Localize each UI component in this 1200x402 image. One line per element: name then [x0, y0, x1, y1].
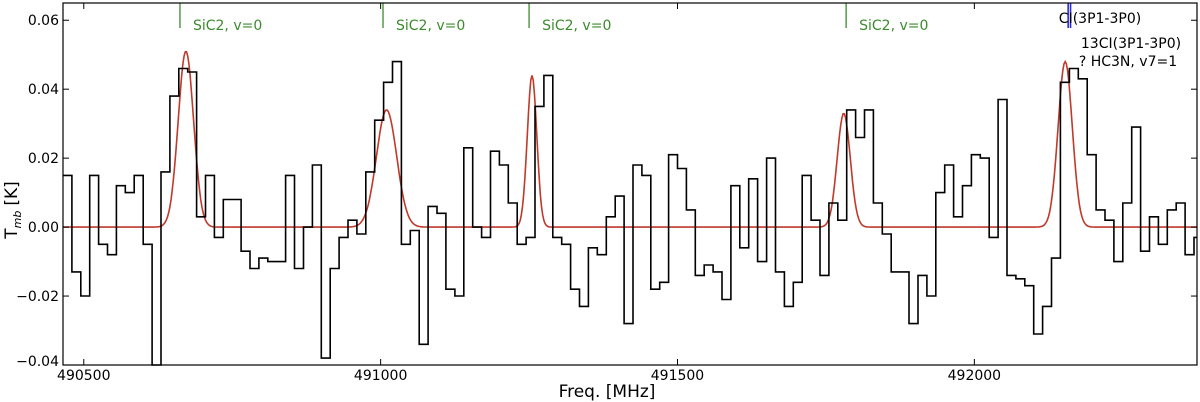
- y-tick-label: 0.02: [28, 151, 59, 167]
- legend-entry-ci: CI(3P1-3P0): [1059, 11, 1141, 27]
- plot-frame: [62, 2, 1198, 366]
- sic2-line-label: SiC2, v=0: [396, 18, 465, 34]
- sic2-line-label: SiC2, v=0: [859, 18, 928, 34]
- y-axis-title-main: T: [2, 228, 22, 240]
- legend-entry-hc3n: ? HC3N, v7=1: [1079, 54, 1177, 70]
- x-tick-label: 491500: [651, 368, 704, 384]
- y-tick-label: 0.06: [28, 13, 59, 29]
- sic2-line-label: SiC2, v=0: [542, 18, 611, 34]
- y-tick-label: 0.04: [28, 82, 59, 98]
- y-tick-label: −0.02: [16, 289, 59, 305]
- line-marker-layer: SiC2, v=0 SiC2, v=0 SiC2, v=0 SiC2, v=0: [179, 3, 1072, 34]
- legend: CI(3P1-3P0) 13CI(3P1-3P0) ? HC3N, v7=1: [1059, 11, 1181, 70]
- y-tick-label: −0.04: [16, 354, 59, 370]
- fit-layer: [63, 51, 1197, 228]
- x-tick-label: 490500: [57, 368, 110, 384]
- x-tick-label: 492000: [948, 368, 1001, 384]
- observed-layer: [63, 60, 1197, 366]
- y-axis-title-sub: mb: [11, 211, 24, 229]
- y-axis-title: Tmb [K]: [2, 181, 24, 240]
- legend-entry-13ci: 13CI(3P1-3P0): [1081, 36, 1181, 52]
- y-axis-title-unit: [K]: [2, 181, 22, 205]
- observed-spectrum-line: [63, 60, 1197, 366]
- x-axis-title: Freq. [MHz]: [559, 382, 656, 402]
- gaussian-fit-line: [63, 51, 1197, 228]
- y-tick-label: 0.00: [28, 220, 59, 236]
- sic2-line-label: SiC2, v=0: [193, 18, 262, 34]
- x-tick-label: 491000: [354, 368, 407, 384]
